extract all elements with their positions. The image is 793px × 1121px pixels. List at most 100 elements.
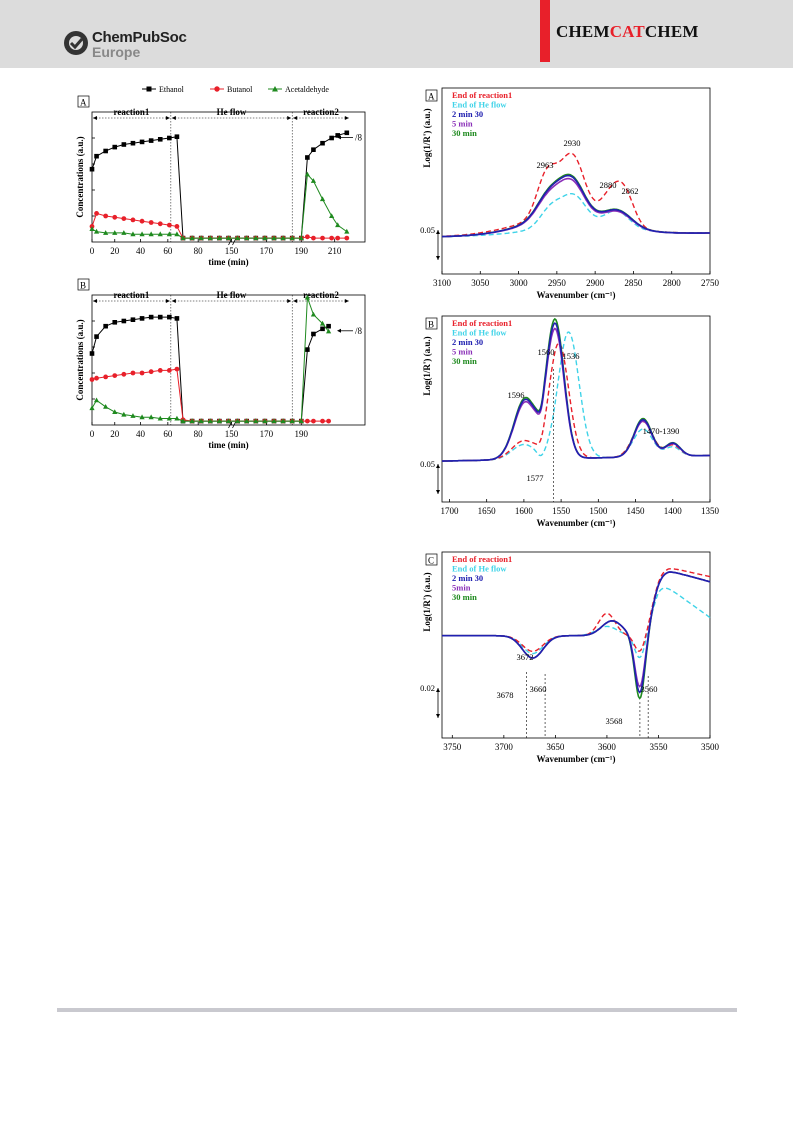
x-tick-label: 170: [260, 246, 274, 256]
plot-frame: [441, 551, 711, 739]
legend-entry: 5 min: [452, 119, 473, 129]
legend-acetaldehyde: Acetaldehyde: [285, 85, 329, 94]
x-tick-label: 20: [110, 246, 120, 256]
peak-label: 1536: [563, 351, 580, 361]
x-tick-label: 3100: [433, 278, 452, 288]
data-point: [93, 397, 100, 403]
peak-label: 1596: [508, 390, 525, 400]
data-point: [320, 235, 325, 241]
data-point: [207, 418, 213, 424]
data-point: [311, 331, 316, 337]
peak-label: 3568: [606, 716, 623, 726]
panel-label: C: [428, 556, 434, 566]
data-point: [198, 418, 204, 424]
data-point: [216, 418, 222, 424]
spectrum-line: [442, 174, 710, 238]
x-tick-label: 2950: [548, 278, 567, 288]
phase-label: reaction1: [114, 107, 150, 117]
data-point: [166, 415, 172, 421]
data-point: [174, 134, 180, 139]
data-point: [166, 231, 172, 237]
data-point: [148, 314, 154, 320]
data-point: [103, 323, 108, 329]
panel-label: A: [80, 98, 87, 108]
data-point: [305, 155, 310, 160]
data-point: [262, 235, 268, 241]
data-point: [235, 235, 241, 241]
data-point: [305, 347, 310, 352]
data-point: [103, 374, 109, 380]
x-tick-label: 210: [328, 246, 342, 256]
x-tick-label: 1400: [664, 506, 683, 516]
data-point: [121, 318, 127, 324]
data-point: [121, 371, 127, 377]
legend-butanol: Butanol: [227, 85, 253, 94]
data-point: [320, 418, 325, 424]
legend-entry: 30 min: [452, 128, 477, 138]
legend-entry: End of He flow: [452, 100, 507, 110]
series-line: [91, 297, 329, 422]
legend-entry: End of reaction1: [452, 318, 512, 328]
arrowhead-icon: [337, 328, 341, 333]
data-point: [271, 418, 277, 424]
x-tick-label: 3050: [471, 278, 490, 288]
data-point: [311, 418, 316, 424]
series-line: [91, 212, 347, 239]
legend-entry: 2 min 30: [452, 109, 483, 119]
legend-entry: 2 min 30: [452, 573, 483, 583]
panel-label-box: [425, 553, 438, 566]
logo-badge-icon: [64, 31, 88, 55]
data-point: [103, 213, 109, 219]
data-point: [94, 211, 99, 216]
x-tick-label: 1450: [627, 506, 646, 516]
data-point: [344, 130, 350, 136]
y-axis-label: Concentrations (a.u.): [75, 319, 85, 400]
publisher-logo: ChemPubSoc Europe: [62, 26, 212, 60]
data-point: [310, 178, 317, 183]
y-axis-label: Log(1/R') (a.u.): [422, 336, 432, 395]
data-point: [157, 415, 163, 421]
data-point: [93, 228, 100, 234]
data-point: [148, 220, 154, 225]
peak-label: 1470-1390: [643, 426, 680, 436]
data-point: [253, 235, 259, 241]
data-point: [335, 235, 341, 241]
data-point: [148, 231, 154, 237]
x-tick-label: 2750: [701, 278, 720, 288]
panel-label: B: [80, 281, 86, 291]
phase-label: reaction1: [114, 290, 150, 300]
x-tick-label: 150: [225, 429, 239, 439]
x-axis-label: time (min): [208, 257, 248, 267]
data-point: [94, 153, 99, 159]
data-point: [326, 328, 332, 334]
data-point: [326, 323, 331, 329]
spectrum-line: [442, 193, 710, 238]
x-tick-label: 190: [295, 246, 309, 256]
data-point: [311, 235, 316, 241]
x-tick-label: 40: [136, 429, 146, 439]
publisher-name: ChemPubSoc: [92, 29, 187, 46]
x-tick-label: 3500: [701, 742, 720, 752]
data-point: [225, 418, 232, 424]
data-point: [235, 418, 241, 424]
data-point: [335, 222, 341, 228]
x-tick-label: 1550: [552, 506, 571, 516]
x-tick-label: 3700: [495, 742, 513, 752]
data-point: [320, 140, 325, 146]
spectrum-line: [441, 152, 710, 237]
spectrum-line: [442, 177, 710, 238]
data-point: [130, 217, 136, 223]
data-point: [180, 235, 186, 241]
data-point: [130, 370, 136, 376]
legend-entry: End of reaction1: [452, 90, 512, 100]
legend-ethanol: Ethanol: [159, 85, 185, 94]
plot-frame: [91, 111, 366, 243]
data-point: [130, 413, 136, 418]
legend-entry: 5 min: [452, 347, 473, 357]
data-point: [121, 230, 127, 235]
x-tick-label: 190: [295, 429, 309, 439]
data-point: [148, 369, 154, 375]
x-tick-label: 150: [225, 246, 239, 256]
